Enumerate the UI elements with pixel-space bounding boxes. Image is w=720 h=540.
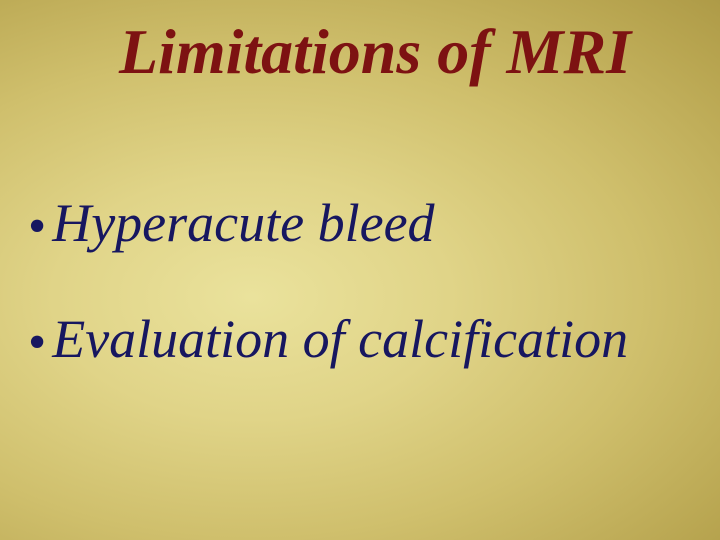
bullet-icon: • [28, 317, 46, 369]
bullet-text: Evaluation of calcification [52, 311, 628, 368]
slide-body: • Hyperacute bleed • Evaluation of calci… [28, 195, 700, 427]
slide-title: Limitations of MRI [0, 18, 720, 85]
bullet-text: Hyperacute bleed [52, 195, 434, 252]
list-item: • Evaluation of calcification [28, 311, 700, 369]
bullet-icon: • [28, 201, 46, 253]
slide: Limitations of MRI • Hyperacute bleed • … [0, 0, 720, 540]
list-item: • Hyperacute bleed [28, 195, 700, 253]
